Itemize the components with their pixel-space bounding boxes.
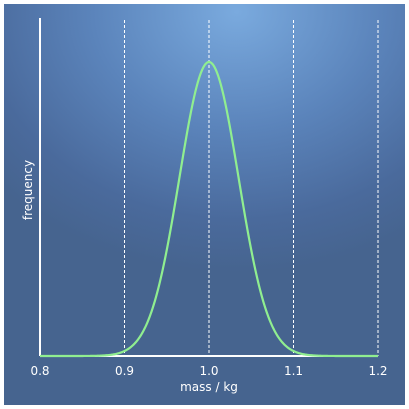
plot-background xyxy=(4,4,405,405)
x-tick-label: 1.0 xyxy=(199,364,218,378)
x-tick-label: 1.1 xyxy=(284,364,303,378)
series-line-mass-distribution xyxy=(40,60,378,358)
x-tick-label: 1.2 xyxy=(368,364,387,378)
x-tick-label: 0.9 xyxy=(115,364,134,378)
x-tick-labels: 0.8 0.9 1.0 1.1 1.2 xyxy=(30,364,387,378)
y-axis-label: frequency xyxy=(21,160,35,220)
grid-lines xyxy=(124,20,379,356)
x-tick-label: 0.8 xyxy=(30,364,49,378)
x-axis-label: mass / kg xyxy=(180,380,238,394)
